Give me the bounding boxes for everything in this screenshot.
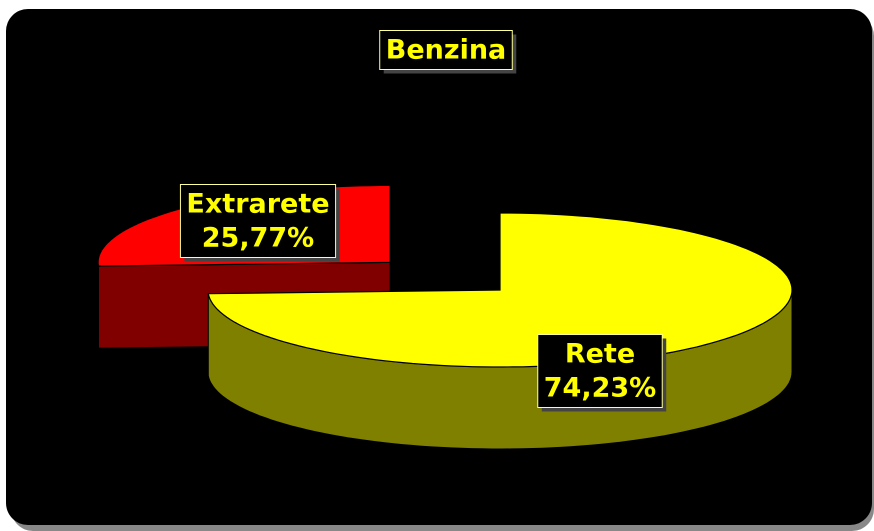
- data-label-text: 25,77%: [202, 223, 314, 254]
- data-label-text: 74,23%: [544, 373, 656, 404]
- data-label-box: [537, 334, 663, 408]
- slice: [207, 212, 793, 368]
- data-label-box: [179, 184, 337, 258]
- chart-title-box: [379, 30, 513, 70]
- data-label-text: Extrarete: [186, 189, 329, 220]
- chart-title-text: Benzina: [386, 35, 507, 66]
- data-label-text: Rete: [565, 339, 635, 370]
- chart-title: Benzina: [379, 30, 517, 74]
